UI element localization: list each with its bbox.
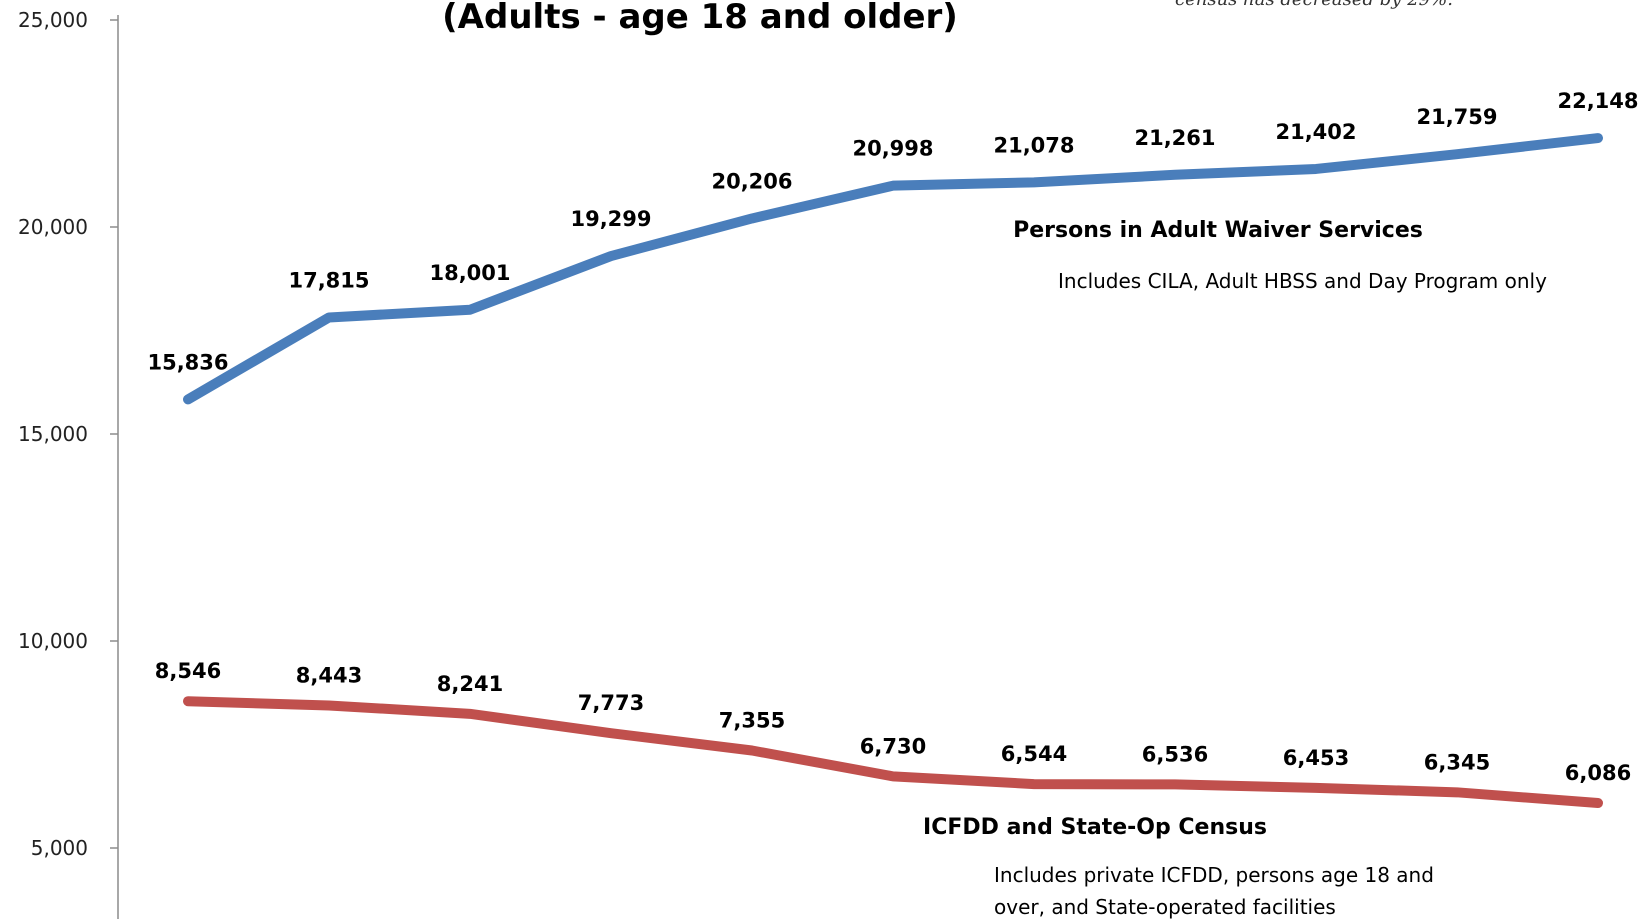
series-line-waiver: [183, 133, 1603, 405]
data-label: 21,078: [993, 133, 1074, 157]
chart-title: (Adults - age 18 and older): [442, 0, 958, 37]
data-label: 6,086: [1565, 761, 1631, 785]
y-tick-label: 5,000: [31, 836, 88, 860]
y-axis-ticks: 5,000 10,000 15,000 20,000 25,000: [18, 8, 118, 860]
data-label: 8,443: [296, 663, 362, 687]
y-tick-label: 10,000: [18, 629, 88, 653]
data-label: 17,815: [288, 268, 369, 292]
series-line-icfdd: [183, 696, 1603, 809]
data-label: 20,998: [852, 137, 933, 161]
series-title-icfdd: ICFDD and State-Op Census: [923, 815, 1267, 840]
series-note-waiver: Includes CILA, Adult HBSS and Day Progra…: [1058, 269, 1547, 293]
data-label: 19,299: [570, 207, 651, 231]
y-tick-label: 20,000: [18, 215, 88, 239]
data-label: 6,453: [1283, 746, 1349, 770]
data-label: 7,355: [719, 709, 785, 733]
data-label: 22,148: [1557, 89, 1638, 113]
series-title-waiver: Persons in Adult Waiver Services: [1013, 218, 1423, 243]
data-label: 6,536: [1142, 742, 1208, 766]
y-tick-label: 15,000: [18, 422, 88, 446]
corner-note: census has decreased by 29%.: [1175, 0, 1453, 10]
data-label: 20,206: [711, 169, 792, 193]
data-label: 15,836: [147, 350, 228, 374]
series-lines: [183, 133, 1603, 809]
data-label: 21,759: [1416, 105, 1497, 129]
data-label: 8,241: [437, 672, 503, 696]
data-label: 18,001: [429, 261, 510, 285]
data-label: 8,546: [155, 659, 221, 683]
series-note-icfdd-line1: Includes private ICFDD, persons age 18 a…: [994, 863, 1434, 887]
data-label: 6,345: [1424, 750, 1490, 774]
series-note-icfdd-line2: over, and State-operated facilities: [994, 895, 1336, 919]
data-label: 21,402: [1275, 120, 1356, 144]
y-tick-label: 25,000: [18, 8, 88, 32]
data-label: 6,544: [1001, 742, 1067, 766]
data-labels: 15,836 17,815 18,001 19,299 20,206 20,998 21,0…: [147, 89, 1638, 785]
data-label: 21,261: [1134, 126, 1215, 150]
data-label: 7,773: [578, 691, 644, 715]
data-label: 6,730: [860, 734, 926, 758]
